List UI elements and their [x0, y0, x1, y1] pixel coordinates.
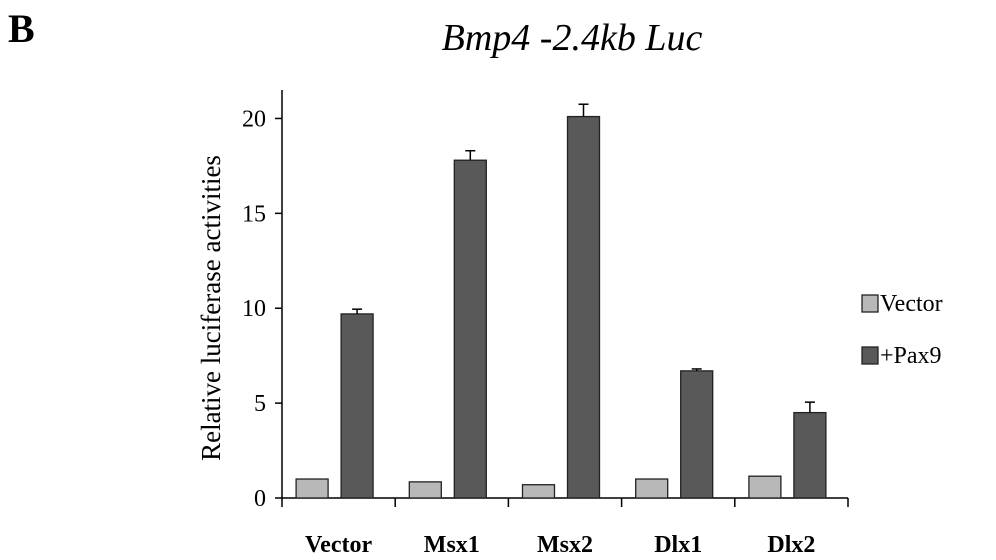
x-tick-label: Msx1 — [424, 532, 480, 558]
y-tick-label: 15 — [242, 201, 266, 227]
x-tick-label: Dlx2 — [767, 532, 815, 558]
legend-label-vector: Vector — [880, 291, 943, 317]
bar-vector — [408, 481, 442, 499]
x-tick-label: Msx2 — [537, 532, 593, 558]
bar-pax9 — [566, 115, 601, 499]
y-tick-label: 10 — [242, 296, 266, 322]
chart-title: Bmp4 -2.4kb Luc — [442, 17, 703, 59]
x-tick-label: Vector — [305, 532, 372, 558]
legend: Vector +Pax9 — [861, 291, 943, 369]
bar-vector — [521, 484, 556, 499]
bar-pax9 — [340, 313, 374, 499]
bar-vector — [295, 478, 329, 499]
y-tick-label: 0 — [254, 486, 266, 512]
y-tick-label: 5 — [254, 391, 266, 417]
bar-pax9 — [453, 159, 487, 499]
panel-letter: B — [8, 6, 35, 51]
bars — [295, 103, 827, 499]
legend-label-pax9: +Pax9 — [880, 343, 942, 369]
bar-vector — [635, 478, 669, 499]
legend-swatch-pax9 — [861, 346, 879, 365]
y-tick-label: 20 — [242, 106, 266, 132]
axes: 0 5 10 15 20 Vector Msx1 Msx2 Dlx1 Dlx2 — [242, 90, 849, 558]
x-tick-label: Dlx1 — [654, 532, 702, 558]
y-axis-label: Relative luciferase activities — [196, 155, 226, 461]
bar-pax9 — [793, 411, 827, 499]
legend-swatch-vector — [861, 294, 879, 313]
bar-pax9 — [680, 370, 714, 499]
bar-vector — [748, 475, 782, 499]
